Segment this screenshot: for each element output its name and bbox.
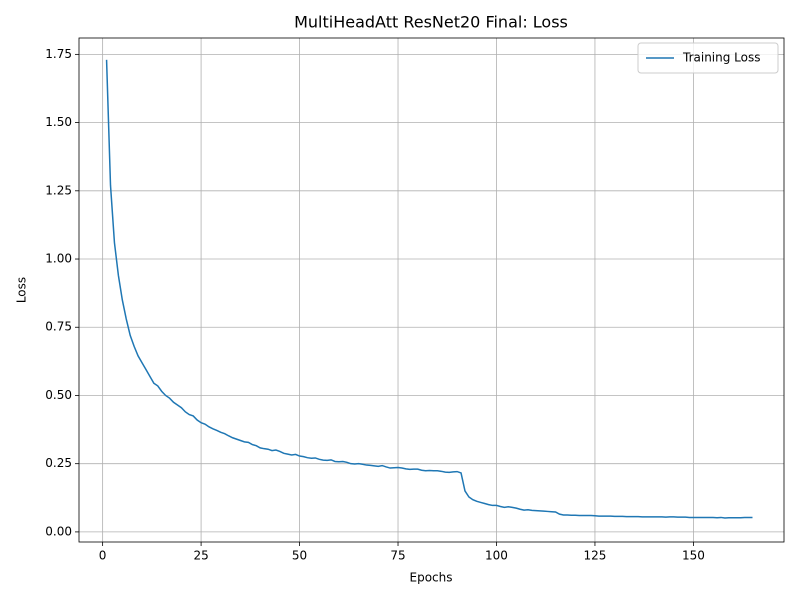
x-axis-label: Epochs [410,571,453,585]
y-tick-label: 0.75 [45,320,72,334]
y-tick-label: 0.50 [45,388,72,402]
x-tick-label: 150 [682,549,705,563]
y-tick-label: 1.75 [45,47,72,61]
x-tick-label: 75 [390,549,405,563]
y-tick-label: 1.00 [45,252,72,266]
y-tick-label: 1.50 [45,115,72,129]
x-tick-label: 25 [193,549,208,563]
y-tick-label: 0.25 [45,456,72,470]
plot-frame [78,37,785,543]
legend-box [637,42,779,74]
y-tick-label: 1.25 [45,183,72,197]
x-tick-label: 125 [583,549,606,563]
y-axis-label: Loss [15,277,29,303]
chart-title: MultiHeadAtt ResNet20 Final: Loss [294,13,568,32]
x-tick-label: 0 [99,549,107,563]
x-tick-label: 100 [485,549,508,563]
line-series [105,59,753,519]
legend-label: Training Loss [682,51,760,65]
x-tick-label: 50 [292,549,307,563]
y-tick-label: 0.00 [45,524,72,538]
